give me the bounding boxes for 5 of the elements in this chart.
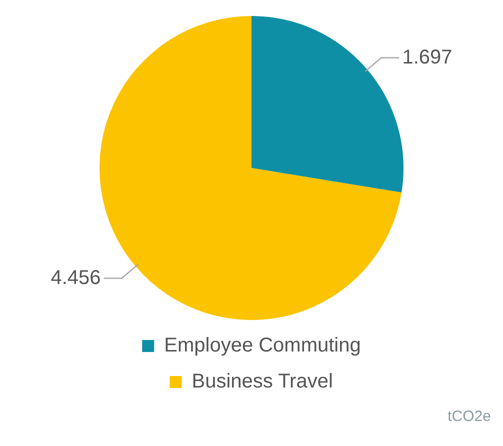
legend-label: Business Travel (192, 370, 333, 393)
text: tCO2e (446, 408, 492, 425)
data-label: 4.456 (50, 266, 101, 289)
data-label: 1.697 (402, 46, 452, 68)
legend-label: Employee Commuting (164, 334, 361, 357)
